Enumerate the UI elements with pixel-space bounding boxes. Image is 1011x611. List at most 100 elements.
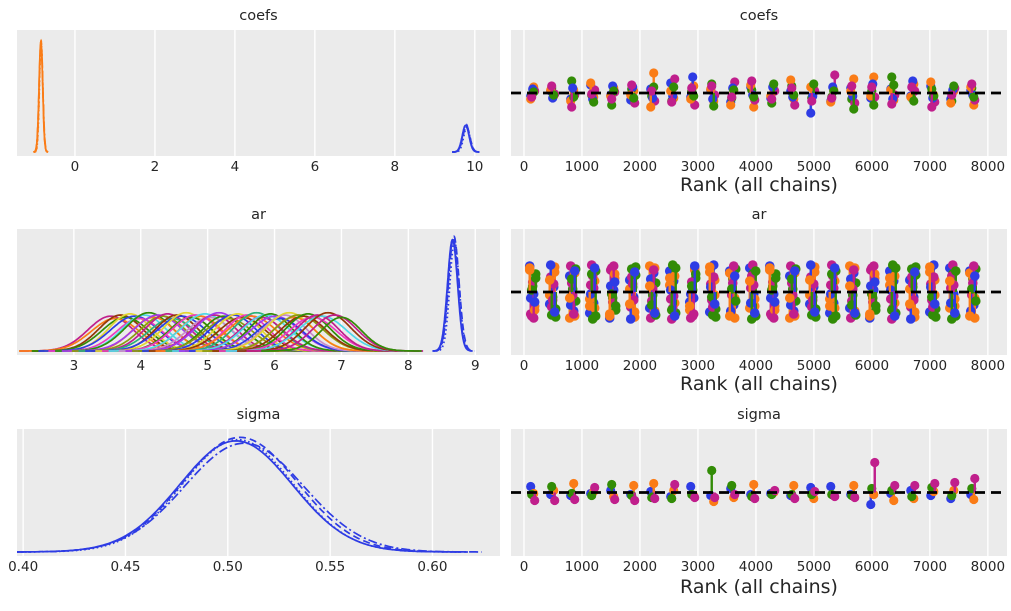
rank-dot: [890, 263, 901, 273]
rank-dot: [684, 301, 695, 311]
rank-dot: [586, 78, 596, 88]
rank-dot: [709, 299, 720, 309]
rank-dot: [690, 492, 700, 503]
rank-dot: [866, 499, 876, 510]
tick-label: 2000: [622, 358, 658, 374]
rank-dot: [724, 311, 735, 321]
rank-dot: [969, 494, 979, 505]
rank-dot: [910, 480, 920, 491]
rank-dot: [967, 79, 977, 89]
rank-dot: [629, 480, 639, 491]
plot-background: [17, 429, 500, 556]
tick-label: 0.50: [212, 559, 243, 575]
rank-dot: [726, 100, 736, 110]
rank-dot: [807, 96, 817, 106]
rank-dot: [870, 301, 881, 311]
kde-curve: [435, 241, 474, 352]
tick-label: 4: [136, 358, 146, 374]
rank-dot: [809, 267, 820, 277]
rank-dot: [547, 481, 557, 492]
rank-dot: [787, 83, 797, 93]
tick-label: 4000: [738, 559, 774, 575]
rank-dot: [567, 102, 577, 112]
ar-rank-canvas: [511, 229, 1007, 355]
tick-label: 2000: [622, 559, 658, 575]
rank-dot: [850, 492, 860, 503]
rank-dot: [649, 308, 660, 318]
rank-dot: [550, 495, 560, 506]
tick-label: 1000: [564, 559, 600, 575]
rank-dot: [530, 273, 541, 283]
rank-dot: [710, 312, 721, 322]
rank-dot: [524, 263, 535, 273]
rank-dot: [704, 262, 715, 272]
rank-dot: [688, 72, 698, 82]
rank-dot: [670, 479, 680, 490]
rank-dot: [689, 261, 700, 271]
rank-dot: [747, 76, 757, 86]
rank-dot: [946, 98, 956, 108]
rank-dot: [569, 478, 579, 489]
rank-dot: [784, 293, 795, 303]
rank-dot: [670, 74, 680, 84]
rank-dot: [907, 491, 917, 502]
rank-dot: [809, 79, 819, 89]
rank-dot: [826, 481, 836, 492]
rank-dot: [627, 80, 637, 90]
rank-dot: [824, 301, 835, 311]
rank-dot: [904, 299, 915, 309]
rank-dot: [686, 481, 696, 492]
rank-dot: [687, 83, 697, 93]
rank-dot: [930, 312, 941, 322]
rank-dot: [909, 307, 920, 317]
tick-label: 3000: [680, 358, 716, 374]
panel-title-sigma-rank: sigma: [737, 407, 781, 423]
rank-dot: [830, 311, 841, 321]
tick-label: 5000: [796, 358, 832, 374]
rank-dot: [526, 481, 536, 492]
rank-dot: [669, 82, 679, 92]
rank-dot: [804, 275, 815, 285]
rank-dot: [750, 266, 761, 276]
tick-label: 4000: [738, 159, 774, 175]
rank-dot: [889, 311, 900, 321]
xaxis-label-coefs-rank: Rank (all chains): [680, 174, 838, 196]
panel-title-ar-kde: ar: [251, 207, 266, 223]
kde-curve: [432, 235, 475, 352]
rank-dot: [649, 478, 659, 489]
rank-dot: [764, 263, 775, 273]
rank-dot: [868, 261, 879, 271]
rank-dot: [547, 81, 557, 91]
sigma-kde-canvas: [17, 429, 500, 556]
tick-label: 1000: [564, 159, 600, 175]
rank-dot: [629, 93, 639, 103]
panel-coefs-kde: [17, 30, 500, 156]
rank-dot: [589, 263, 600, 273]
tick-label: 8000: [970, 559, 1006, 575]
tick-label: 8: [390, 159, 400, 175]
rank-dot: [890, 480, 900, 491]
rank-dot: [887, 99, 897, 109]
rank-dot: [545, 260, 556, 270]
rank-dot: [530, 495, 540, 506]
rank-dot: [869, 72, 879, 82]
rank-dot: [730, 296, 741, 306]
panel-sigma-rank: [511, 429, 1007, 556]
rank-dot: [805, 260, 816, 270]
rank-dot: [564, 293, 575, 303]
rank-dot: [789, 480, 799, 491]
tick-label: 7000: [912, 358, 948, 374]
rank-dot: [809, 307, 820, 317]
rank-dot: [688, 309, 699, 319]
rank-dot: [770, 273, 781, 283]
rank-dot: [889, 495, 899, 506]
rank-dot: [527, 92, 537, 102]
rank-dot: [624, 299, 635, 309]
rank-dot: [944, 276, 955, 286]
rank-dot: [727, 480, 737, 491]
rank-dot: [608, 261, 619, 271]
rank-dot: [924, 262, 935, 272]
rank-dot: [788, 309, 799, 319]
rank-dot: [930, 478, 940, 489]
rank-dot: [664, 273, 675, 283]
